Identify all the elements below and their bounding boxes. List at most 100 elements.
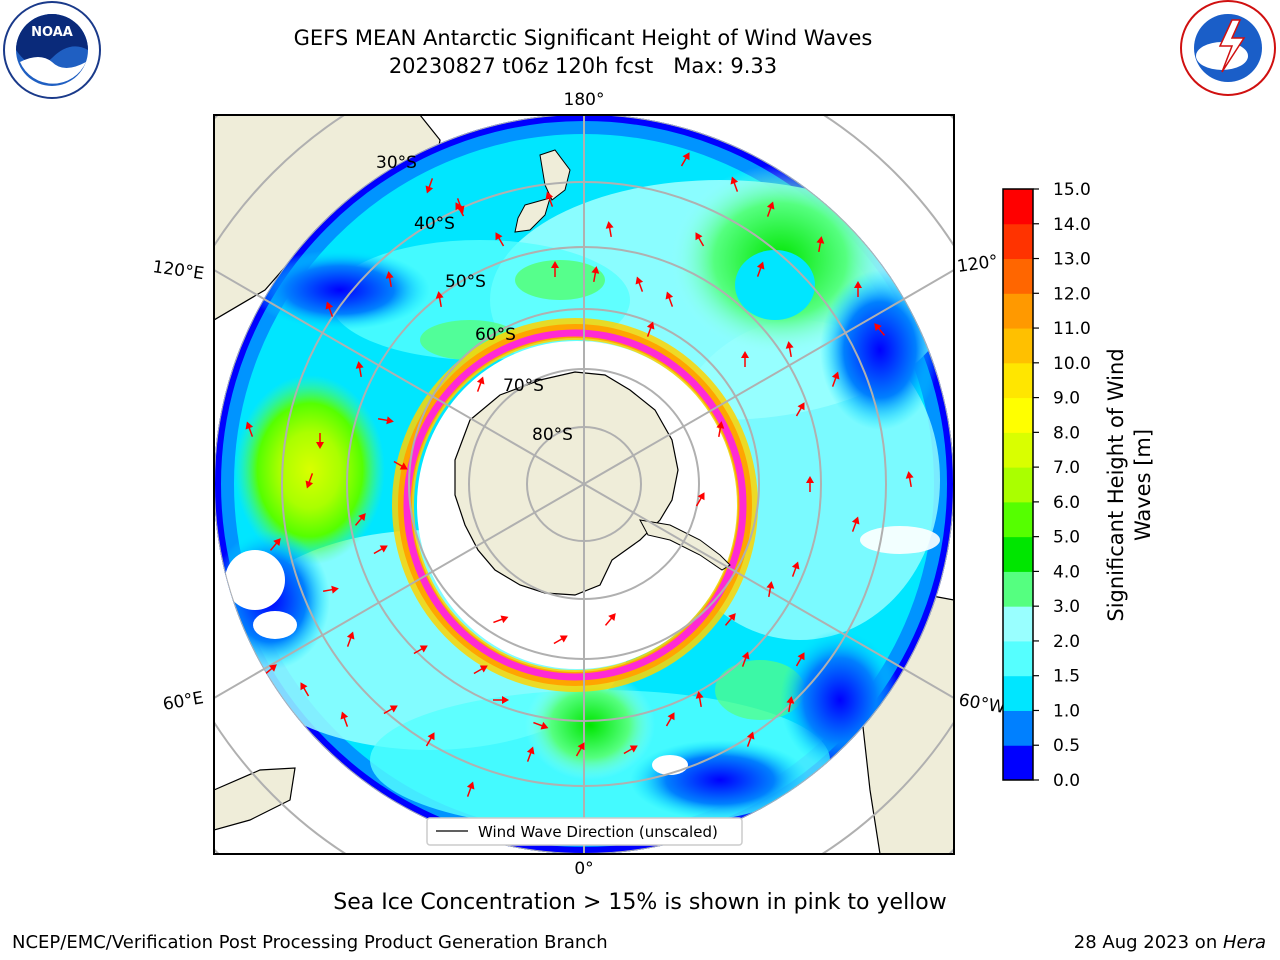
lat-label-30s: 30°S (376, 153, 417, 173)
wind-wave-arrow (413, 645, 428, 655)
footer-datestamp: 28 Aug 2023 on Hera (1074, 932, 1266, 953)
colorbar-tick-label: 0.5 (1053, 736, 1080, 756)
colorbar-tick-label: 14.0 (1053, 215, 1091, 235)
colorbar-band (1003, 606, 1033, 642)
colorbar-tick-label: 10.0 (1053, 354, 1091, 374)
colorbar-tick-label: 0.0 (1053, 771, 1080, 791)
noaa-logo: NOAA (3, 1, 101, 99)
wind-wave-arrow (741, 351, 749, 367)
colorbar-tick-label: 1.5 (1053, 667, 1080, 687)
wind-wave-arrow (623, 745, 638, 755)
colorbar-band (1003, 362, 1033, 399)
wind-wave-arrow (680, 152, 690, 167)
nws-logo (1180, 0, 1276, 96)
wind-wave-arrow (476, 376, 485, 392)
lon-label-180: 180° (564, 90, 605, 110)
wind-wave-arrow (553, 635, 568, 645)
wind-wave-arrow (346, 631, 355, 647)
lat-label-70s: 70°S (503, 376, 544, 396)
wind-wave-arrow (716, 421, 725, 438)
wind-wave-arrow (300, 682, 310, 697)
antarctica-land (454, 371, 679, 596)
colorbar-tick-label: 9.0 (1053, 389, 1080, 409)
wind-wave-arrow (591, 266, 600, 283)
wind-wave-arrow (495, 232, 505, 247)
wind-wave-arrow (605, 221, 614, 238)
colorbar-tick-label: 3.0 (1053, 597, 1080, 617)
wind-wave-arrow (756, 261, 765, 277)
footer-credit: NCEP/EMC/Verification Post Processing Pr… (12, 932, 608, 953)
colorbar-band (1003, 328, 1033, 364)
lat-label-50s: 50°S (445, 272, 486, 292)
wind-wave-arrow (646, 321, 655, 337)
map-frame (213, 114, 955, 855)
wind-wave-arrow (791, 561, 800, 577)
wind-wave-arrow (305, 473, 314, 489)
wind-wave-arrow (724, 613, 736, 626)
wind-wave-arrow (766, 201, 775, 217)
wind-wave-arrow (746, 731, 755, 747)
colorbar-band (1003, 223, 1033, 260)
wind-wave-arrow (851, 516, 860, 532)
lon-label-120w: 120° (956, 251, 999, 277)
wind-wave-arrow (493, 696, 509, 704)
wind-wave-arrow (316, 433, 324, 449)
noaa-logo-text: NOAA (31, 25, 73, 40)
wind-wave-arrow (383, 705, 398, 715)
colorbar-tick-label: 11.0 (1053, 319, 1091, 339)
lon-label-0: 0° (574, 859, 593, 879)
wind-wave-arrow (786, 696, 795, 713)
outer-graticule (214, 115, 954, 854)
colorbar-tick-label: 8.0 (1053, 423, 1080, 443)
ocean-field (214, 114, 954, 854)
colorbar-band (1003, 675, 1033, 711)
lat-label-40s: 40°S (414, 214, 455, 234)
colorbar-tick-label: 13.0 (1053, 250, 1091, 270)
wind-wave-arrow (526, 746, 535, 762)
wind-wave-arrow (695, 492, 705, 507)
wind-wave-arrow (533, 721, 549, 730)
wind-wave-arrow (373, 545, 388, 555)
lat-label-60s: 60°S (475, 325, 516, 345)
wind-wave-arrow (854, 281, 862, 297)
wind-wave-arrow (393, 460, 408, 470)
lon-label-60w: 60°W (957, 690, 1007, 718)
map-legend: Wind Wave Direction (unscaled) (426, 817, 743, 846)
wind-wave-arrow (795, 402, 805, 417)
colorbar-band (1003, 536, 1033, 572)
wind-wave-arrow (466, 781, 475, 797)
wind-wave-arrow (354, 513, 366, 526)
wind-wave-arrow (695, 691, 704, 708)
map-title: GEFS MEAN Antarctic Significant Height o… (293, 26, 873, 50)
wind-wave-arrow (695, 232, 705, 247)
wind-wave-arrow (325, 301, 334, 317)
footer-date: 28 Aug 2023 on (1073, 932, 1223, 953)
wind-wave-arrow (905, 471, 914, 488)
wind-wave-arrow (806, 476, 814, 492)
antarctic-peninsula-land (639, 519, 731, 571)
colorbar-band (1003, 432, 1033, 468)
footer-machine: Hera (1222, 932, 1266, 953)
colorbar-tick-label: 2.0 (1053, 632, 1080, 652)
lon-label-60e: 60°E (161, 688, 205, 715)
wind-wave-arrow (425, 732, 435, 747)
wind-wave-arrow (635, 276, 644, 292)
wind-wave-arrow (730, 176, 739, 192)
wind-wave-arrow (874, 323, 886, 336)
wind-wave-arrow (435, 291, 444, 308)
wind-wave-arrow (545, 191, 554, 207)
legend-label: Wind Wave Direction (unscaled) (478, 823, 718, 841)
wind-wave-arrow (473, 665, 488, 675)
wind-wave-arrows (245, 152, 914, 797)
wind-wave-arrow (816, 236, 825, 253)
wind-wave-arrow (455, 202, 465, 217)
colorbar-band (1003, 640, 1033, 677)
colorbar-tick-label: 4.0 (1053, 562, 1080, 582)
wind-wave-arrow (269, 538, 281, 551)
wind-wave-arrow (665, 712, 675, 727)
colorbar-band (1003, 397, 1033, 433)
wind-wave-arrow (340, 711, 349, 727)
colorbar-tick-label: 7.0 (1053, 458, 1080, 478)
wind-wave-arrow (551, 261, 559, 277)
